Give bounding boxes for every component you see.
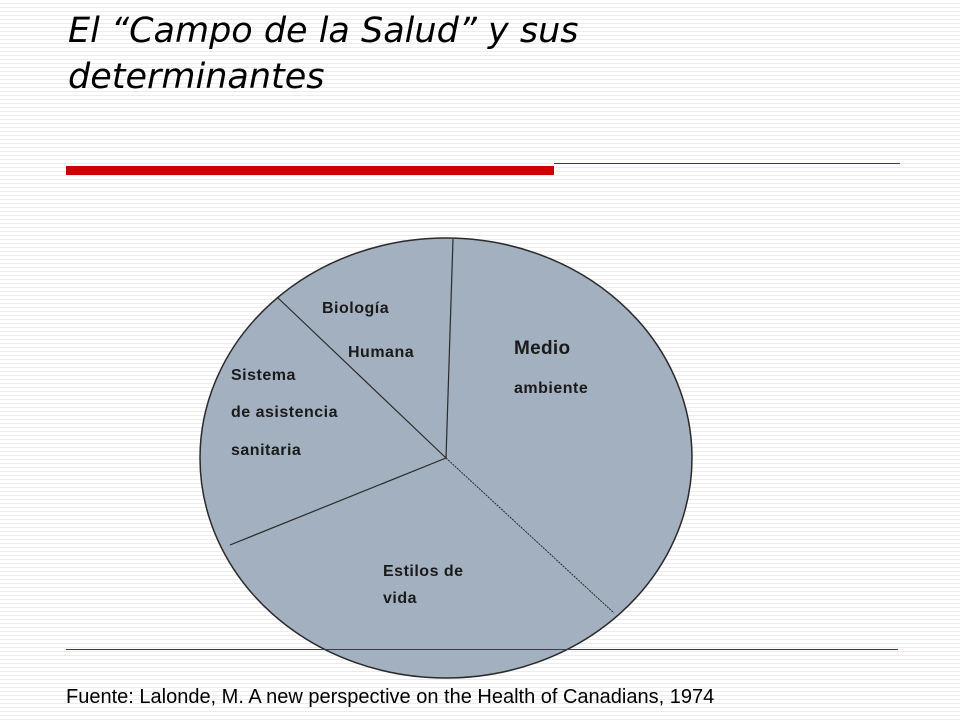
label-sistema: Sistema (231, 367, 296, 384)
divider-environment-lifestyle (445, 457, 615, 614)
title-underline-bar (66, 166, 554, 175)
title-underline-rule (554, 163, 900, 164)
label-sanitaria: sanitaria (231, 442, 302, 459)
label-biologia: Biología (322, 300, 390, 317)
label-humana: Humana (348, 344, 415, 361)
label-ambiente: ambiente (514, 380, 589, 397)
divider-system-biology (276, 296, 447, 459)
label-de-asistencia: de asistencia (231, 404, 338, 421)
divider-top (445, 238, 454, 459)
source-citation: Fuente: Lalonde, M. A new perspective on… (66, 686, 715, 708)
health-field-pie (199, 237, 693, 679)
label-estilos-de: Estilos de (383, 563, 464, 580)
label-medio: Medio (514, 338, 571, 359)
label-vida: vida (383, 590, 418, 607)
footer-rule (66, 649, 898, 650)
divider-lifestyle-system (229, 457, 447, 546)
slide-title: El “Campo de la Salud” y sus determinant… (68, 11, 579, 97)
